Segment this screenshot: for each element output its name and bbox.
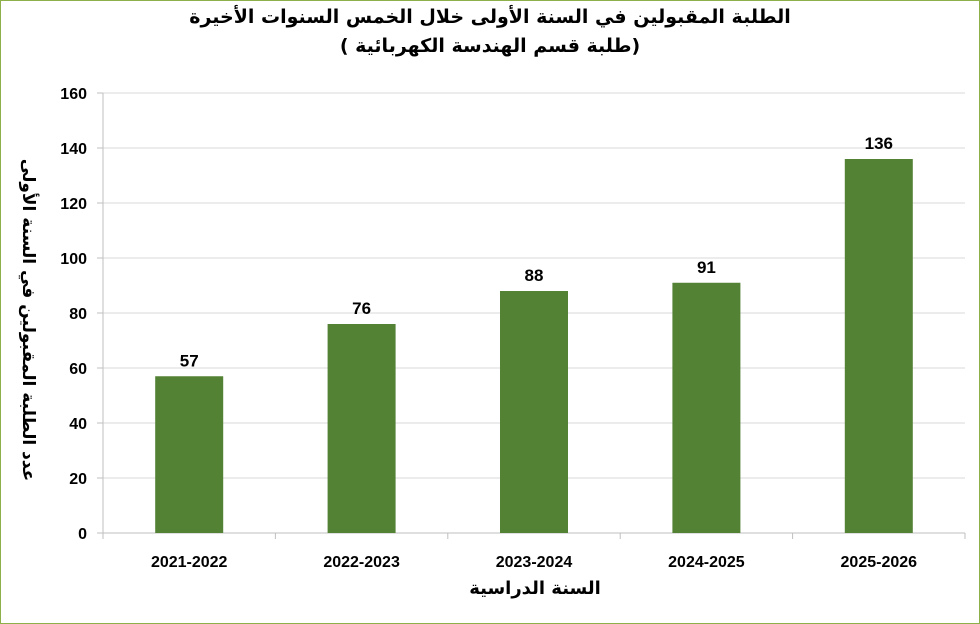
data-label: 57	[180, 351, 199, 370]
x-axis-title: السنة الدراسية	[469, 578, 601, 599]
x-tick-label: 2022-2023	[323, 554, 400, 571]
y-tick-label: 20	[69, 471, 87, 488]
data-label: 136	[865, 134, 893, 153]
bars	[155, 159, 913, 533]
y-tick-label: 60	[69, 361, 87, 378]
chart-title: الطلبة المقبولين في السنة الأولى خلال ال…	[189, 6, 791, 28]
y-tick-label: 100	[60, 251, 87, 268]
y-tick-label: 40	[69, 416, 87, 433]
bar	[327, 324, 396, 533]
x-tick-label: 2025-2026	[841, 554, 918, 571]
chart-subtitle: (طلبة قسم الهندسة الكهربائية )	[339, 35, 641, 57]
x-tick-label: 2021-2022	[151, 554, 228, 571]
bar	[844, 159, 913, 533]
y-tick-label: 160	[60, 86, 87, 103]
bar	[500, 291, 568, 533]
x-tick-label: 2023-2024	[496, 554, 573, 571]
y-tick-label: 0	[78, 526, 87, 543]
data-label: 88	[525, 266, 544, 285]
data-label: 91	[697, 258, 716, 277]
y-tick-label: 80	[69, 306, 87, 323]
y-tick-label: 140	[60, 141, 87, 158]
x-tick-label: 2024-2025	[668, 554, 745, 571]
bar	[672, 282, 741, 533]
bar	[155, 376, 224, 533]
data-label: 76	[352, 299, 371, 318]
y-tick-label: 120	[60, 196, 87, 213]
labels: 0 20 40 60 80 100 120 140 160 57 2021-2022 76 2022-2…	[60, 86, 917, 571]
